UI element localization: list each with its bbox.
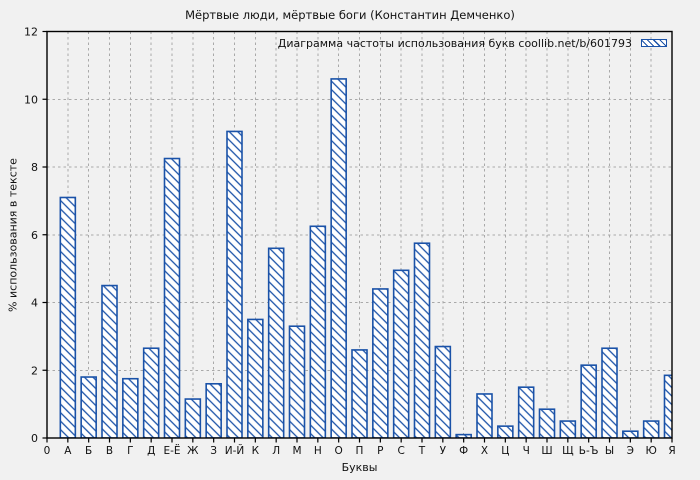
bar-З bbox=[205, 382, 222, 438]
x-tick-label: Ы bbox=[605, 445, 614, 457]
y-tick-label: 10 bbox=[24, 93, 38, 106]
x-tick-label: И-Й bbox=[225, 444, 245, 457]
bar-М bbox=[288, 325, 306, 438]
x-tick-label: П bbox=[356, 445, 364, 457]
x-tick-label: Х bbox=[481, 445, 488, 457]
bar-Ы bbox=[601, 347, 618, 438]
bar-Н bbox=[309, 225, 327, 438]
bar-Ь-Ъ bbox=[580, 364, 597, 438]
bars-group bbox=[59, 78, 672, 438]
x-tick-label: М bbox=[292, 445, 301, 457]
bar-Г bbox=[122, 377, 139, 438]
x-tick-label: Б bbox=[85, 445, 92, 457]
x-tick-label: Е-Ё bbox=[163, 444, 180, 457]
bar-И-Й bbox=[226, 130, 243, 438]
bar-Э bbox=[622, 430, 639, 438]
x-tick-label: Ф bbox=[459, 445, 468, 457]
bar-П bbox=[351, 349, 368, 438]
bar-Щ bbox=[559, 420, 577, 438]
bar-А bbox=[59, 196, 77, 438]
x-tick-label: А bbox=[64, 445, 72, 457]
bar-Д bbox=[142, 347, 160, 438]
x-tick-label: В bbox=[106, 445, 113, 457]
bar-Я bbox=[663, 374, 672, 438]
bar-У bbox=[434, 345, 452, 438]
x-tick-label: Т bbox=[418, 445, 426, 457]
bar-Ц bbox=[497, 425, 514, 438]
x-tick-label: Ч bbox=[523, 445, 530, 457]
x-tick-label: Г bbox=[127, 445, 133, 457]
bar-Ж bbox=[184, 398, 202, 438]
bar-Л bbox=[267, 247, 285, 438]
x-tick-label: З bbox=[210, 445, 217, 457]
x-tick-label: Ш bbox=[541, 445, 552, 457]
x-tick-label: Д bbox=[147, 445, 155, 457]
bar-Ю bbox=[642, 420, 660, 438]
bar-Ч bbox=[517, 386, 535, 438]
bar-В bbox=[101, 284, 118, 438]
bar-Е-Ё bbox=[163, 157, 181, 438]
bar-Ш bbox=[538, 408, 556, 438]
x-tick-label: О bbox=[335, 445, 343, 457]
x-tick-label: Ю bbox=[645, 445, 656, 457]
y-axis-title: % использования в тексте bbox=[6, 158, 20, 312]
y-tick-label: 0 bbox=[31, 432, 38, 445]
x-tick-label: Ь-Ъ bbox=[579, 445, 599, 457]
x-tick-label: С bbox=[397, 445, 404, 457]
y-tick-label: 8 bbox=[31, 161, 38, 174]
x-tick-label: Л bbox=[272, 445, 280, 457]
bar-С bbox=[392, 269, 410, 438]
bar-Х bbox=[476, 393, 493, 438]
y-tick-label: 6 bbox=[31, 229, 38, 242]
x-tick-label: Я bbox=[668, 445, 675, 457]
bar-Б bbox=[80, 376, 97, 438]
x-axis-title: Буквы bbox=[341, 461, 378, 474]
x-tick-label: Н bbox=[314, 445, 322, 457]
x-tick-label: Ж bbox=[187, 445, 199, 457]
x-tick-label: К bbox=[252, 445, 260, 457]
x-tick-label: У bbox=[440, 445, 447, 457]
y-tick-label: 2 bbox=[31, 364, 38, 377]
bar-О bbox=[330, 78, 347, 438]
y-tick-label: 4 bbox=[31, 297, 38, 310]
x-tick-label: Щ bbox=[562, 445, 574, 457]
x-tick-label-origin: 0 bbox=[44, 445, 51, 457]
x-tick-label: Э bbox=[627, 445, 634, 457]
x-tick-label: Р bbox=[377, 445, 383, 457]
bar-К bbox=[247, 318, 264, 438]
chart-title: Мёртвые люди, мёртвые боги (Константин Д… bbox=[185, 8, 515, 22]
bar-Р bbox=[372, 288, 389, 438]
x-tick-label: Ц bbox=[501, 445, 509, 457]
y-tick-label: 12 bbox=[24, 26, 38, 39]
bar-Т bbox=[413, 242, 431, 438]
